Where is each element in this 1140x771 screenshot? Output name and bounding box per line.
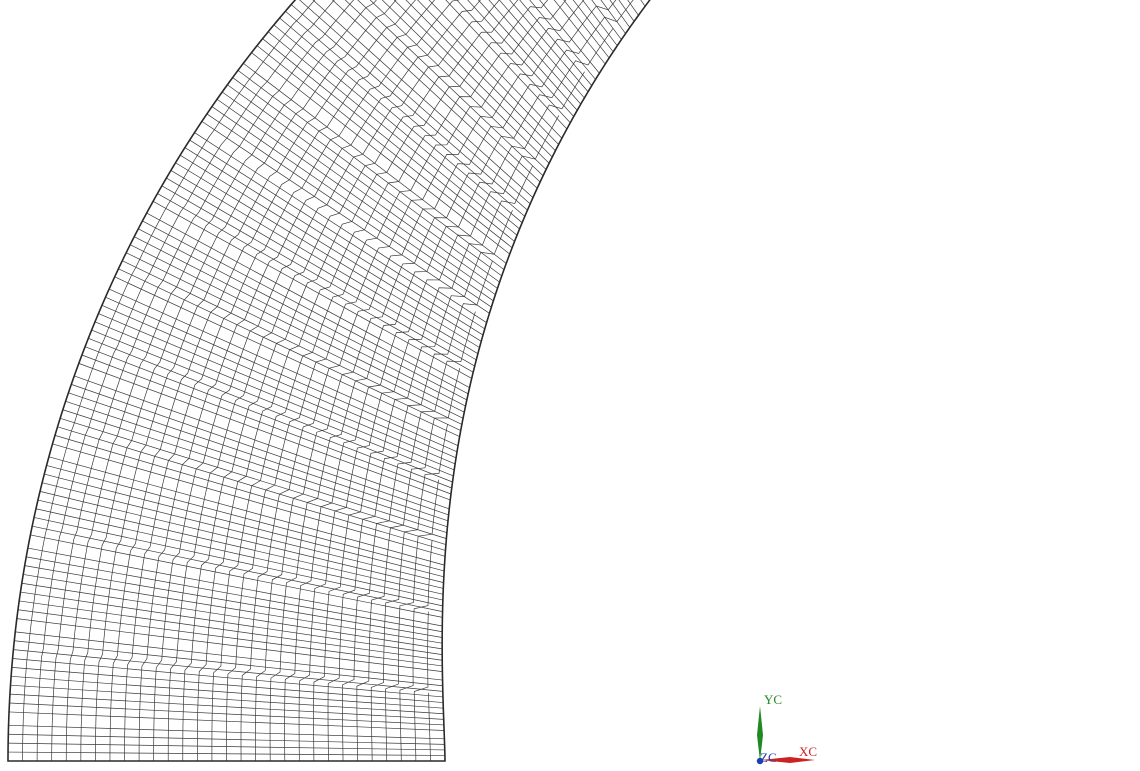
mesh-element-edges bbox=[22, 0, 1136, 761]
mesh-radial-edges bbox=[8, 0, 1136, 761]
mesh-boundary bbox=[7, 0, 651, 762]
mesh-elements bbox=[8, 0, 1136, 761]
